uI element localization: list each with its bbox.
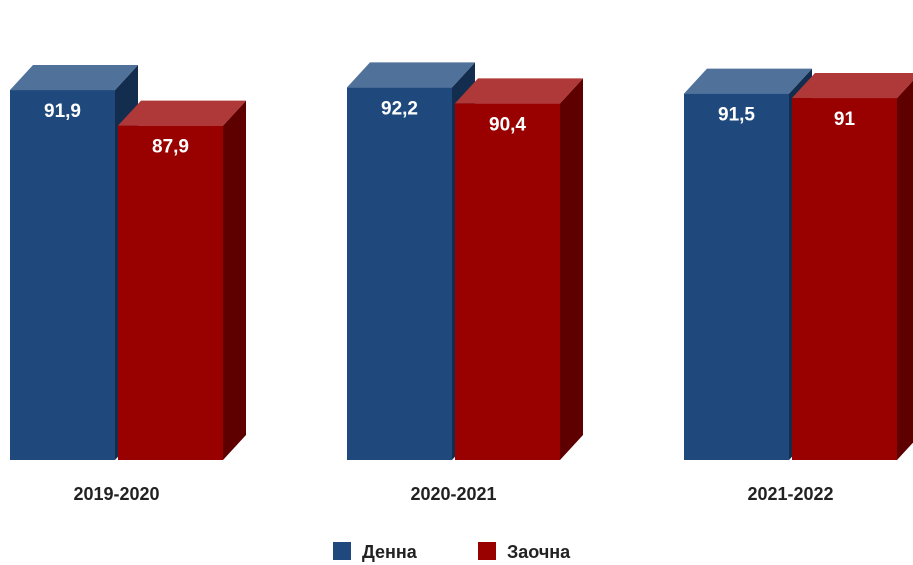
bar-top <box>10 65 138 91</box>
bar-side <box>223 100 246 461</box>
bar-1-1: 90,4 <box>455 78 583 461</box>
bar-value-label: 90,4 <box>489 114 526 135</box>
bar-2-1: 91 <box>792 73 913 460</box>
legend-item: Заочна <box>478 542 571 562</box>
bar-value-label: 91 <box>834 109 856 130</box>
legend-label: Заочна <box>507 542 571 562</box>
legend: Денна Заочна <box>333 542 571 562</box>
bar-top <box>792 73 913 99</box>
bar-front <box>792 98 897 460</box>
bar-value-label: 91,5 <box>718 105 755 126</box>
category-labels: 2019-2020 2020-2021 2021-2022 <box>73 484 833 504</box>
bars-layer: 91,9 87,9 92,2 90,4 91,5 91 <box>10 62 913 461</box>
bar-front <box>347 87 452 460</box>
bar-top <box>347 62 475 88</box>
bar-value-label: 91,9 <box>44 101 81 122</box>
bar-front <box>684 93 789 460</box>
bar-side <box>897 80 913 460</box>
category-label: 2021-2022 <box>747 484 833 504</box>
bar-side <box>560 78 583 461</box>
legend-item: Денна <box>333 542 418 562</box>
bar-top <box>684 68 812 94</box>
legend-label: Денна <box>362 542 418 562</box>
bar-value-label: 92,2 <box>381 98 418 119</box>
bar-value-label: 87,9 <box>152 137 189 158</box>
category-label: 2020-2021 <box>410 484 496 504</box>
bar-0-1: 87,9 <box>118 100 246 461</box>
legend-swatch <box>478 542 496 560</box>
legend-swatch <box>333 542 351 560</box>
bar-front <box>455 103 560 461</box>
bar-front <box>118 125 223 461</box>
bar-top <box>455 78 583 104</box>
bar-top <box>118 100 246 126</box>
category-label: 2019-2020 <box>73 484 159 504</box>
bar-front <box>10 90 115 460</box>
